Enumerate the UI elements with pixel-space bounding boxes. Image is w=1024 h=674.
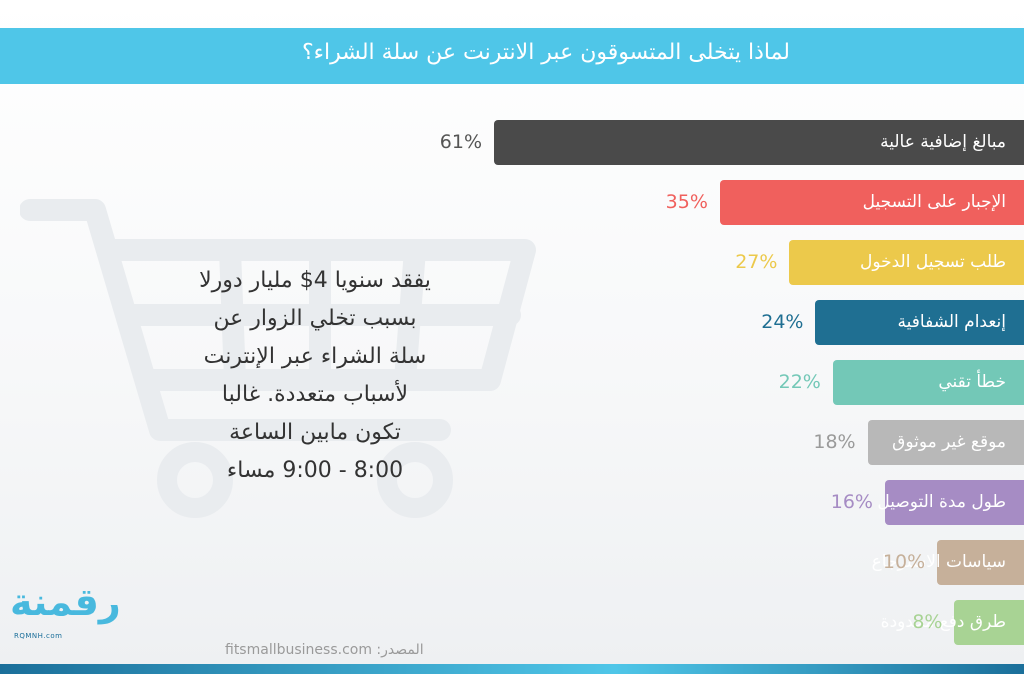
bar-label: طلب تسجيل الدخول — [859, 252, 1006, 272]
page-title: لماذا يتخلى المتسوقون عبر الانترنت عن سل… — [301, 40, 790, 65]
value-label: 10% — [882, 551, 926, 573]
value-label: 27% — [735, 251, 778, 273]
info-text: يفقد سنويا 4$ مليار دورلا بسبب تخلي الزو… — [150, 262, 480, 490]
bar-label: خطأ تقني — [938, 372, 1006, 392]
bar-label: إنعدام الشفافية — [897, 312, 1006, 332]
bar-label: سياسات الاسترجاع — [871, 552, 1006, 572]
bar-label: طرق دفع محدودة — [880, 612, 1006, 632]
bar — [789, 240, 1024, 285]
value-label: 16% — [830, 491, 873, 513]
bar — [884, 480, 1024, 525]
info-line: يفقد سنويا 4$ مليار دورلا — [199, 268, 431, 293]
value-label: 18% — [813, 431, 856, 453]
bar — [867, 420, 1024, 465]
bar — [494, 120, 1024, 165]
logo-subtitle: RQMNH.com — [14, 632, 63, 640]
bar-label: الإجبار على التسجيل — [862, 192, 1006, 212]
value-label: 35% — [665, 191, 708, 213]
footer-line — [0, 664, 1024, 674]
bar — [815, 300, 1024, 345]
value-label: 61% — [439, 131, 482, 153]
bar — [832, 360, 1024, 405]
logo: رقمنة — [10, 580, 121, 624]
bar-label: موقع غير موثوق — [892, 432, 1006, 452]
bar — [954, 600, 1024, 645]
value-label: 22% — [778, 371, 821, 393]
info-line: تكون مابين الساعة — [229, 420, 401, 445]
value-label: 24% — [761, 311, 804, 333]
info-line: بسبب تخلي الزوار عن — [213, 306, 417, 331]
source-text: المصدر: fitsmallbusiness.com — [225, 642, 424, 658]
value-label: 8% — [912, 611, 943, 633]
shopping-cart-icon — [20, 199, 536, 518]
bar — [937, 540, 1024, 585]
info-line: لأسباب متعددة. غالبا — [221, 382, 409, 407]
header-bar — [0, 28, 1024, 84]
bar — [719, 180, 1024, 225]
info-line: سلة الشراء عبر الإنترنت — [203, 344, 427, 369]
bar-label: طول مدة التوصيل — [877, 492, 1006, 512]
info-line: 8:00 - 9:00 مساء — [226, 458, 404, 483]
bar-label: مبالغ إضافية عالية — [880, 132, 1006, 152]
